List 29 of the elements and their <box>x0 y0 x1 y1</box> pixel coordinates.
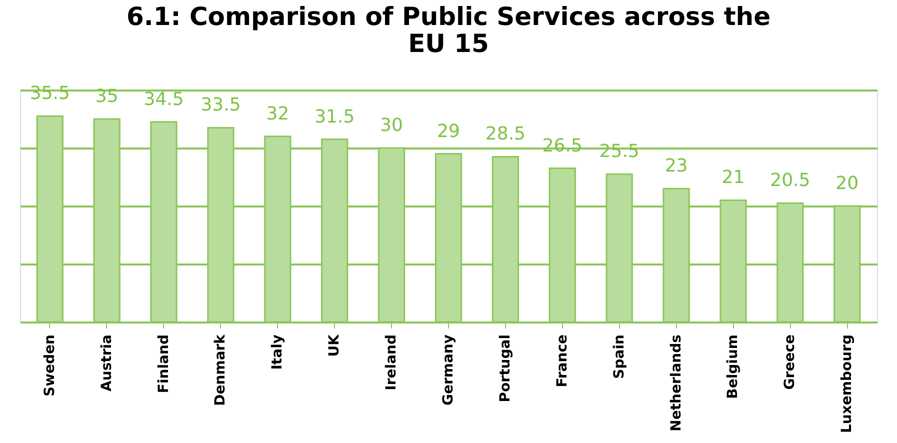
data-label: 29 <box>437 120 460 142</box>
data-label: 20 <box>836 173 859 194</box>
x-tick-label: Spain <box>611 334 628 379</box>
data-label: 35 <box>95 86 118 107</box>
x-tick-label: Austria <box>98 334 115 392</box>
x-tick-label: Luxembourg <box>839 334 856 434</box>
x-tick-label: Netherlands <box>668 334 684 432</box>
x-tick-label: Belgium <box>725 334 742 399</box>
data-label: 31.5 <box>314 106 355 128</box>
data-label: 30 <box>380 115 404 136</box>
data-label: 21 <box>722 167 745 188</box>
x-tick-label: Italy <box>270 334 286 370</box>
x-tick-label: Portugal <box>497 334 514 402</box>
data-label: 28.5 <box>485 124 526 145</box>
data-label: 23 <box>664 156 688 177</box>
text: EU 15 <box>408 29 489 58</box>
x-tick-label: France <box>554 334 570 388</box>
x-tick-label: Germany <box>440 334 456 406</box>
x-tick-label: Denmark <box>212 334 229 406</box>
text: 6.1: Comparison of Public Services across the <box>126 2 771 32</box>
x-tick-label: Finland <box>156 334 172 394</box>
x-tick-label: Ireland <box>384 334 400 390</box>
data-label: 34.5 <box>144 88 184 110</box>
x-tick-label: Sweden <box>42 334 58 396</box>
data-label: 20.5 <box>770 170 810 192</box>
data-label: 33.5 <box>200 94 241 116</box>
data-label: 32 <box>266 103 290 124</box>
x-tick-label: Greece <box>782 334 798 390</box>
x-tick-label: UK <box>326 333 343 357</box>
